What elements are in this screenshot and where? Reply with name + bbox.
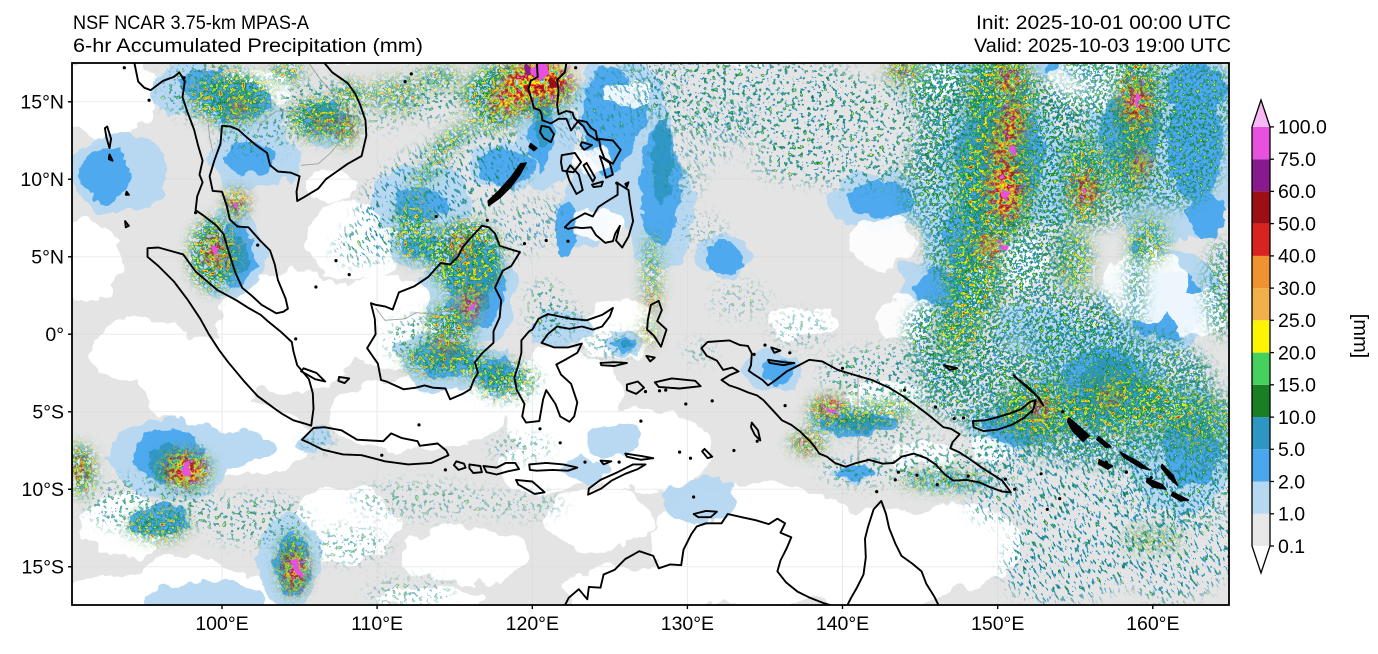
svg-text:25.0: 25.0 bbox=[1278, 310, 1316, 332]
svg-text:5.0: 5.0 bbox=[1278, 439, 1305, 461]
svg-text:160°E: 160°E bbox=[1126, 613, 1179, 635]
svg-text:2.0: 2.0 bbox=[1278, 471, 1305, 493]
svg-text:15°S: 15°S bbox=[22, 557, 65, 579]
svg-text:0°: 0° bbox=[45, 324, 64, 346]
svg-text:Valid: 2025-10-03 19:00 UTC: Valid: 2025-10-03 19:00 UTC bbox=[974, 36, 1231, 57]
svg-text:100°E: 100°E bbox=[195, 613, 248, 635]
svg-text:NSF NCAR 3.75-km MPAS-A: NSF NCAR 3.75-km MPAS-A bbox=[73, 13, 309, 34]
svg-text:10.0: 10.0 bbox=[1278, 407, 1316, 429]
svg-text:50.0: 50.0 bbox=[1278, 213, 1316, 235]
svg-text:10°N: 10°N bbox=[20, 169, 64, 191]
svg-text:130°E: 130°E bbox=[661, 613, 714, 635]
svg-text:30.0: 30.0 bbox=[1278, 278, 1316, 300]
svg-text:120°E: 120°E bbox=[506, 613, 559, 635]
svg-text:15°N: 15°N bbox=[20, 92, 64, 114]
svg-text:20.0: 20.0 bbox=[1278, 342, 1316, 364]
svg-text:6-hr Accumulated Precipitation: 6-hr Accumulated Precipitation (mm) bbox=[73, 36, 423, 57]
svg-text:60.0: 60.0 bbox=[1278, 181, 1316, 203]
svg-text:1.0: 1.0 bbox=[1278, 504, 1305, 526]
svg-text:[mm]: [mm] bbox=[1349, 314, 1371, 358]
svg-text:110°E: 110°E bbox=[351, 613, 403, 635]
svg-text:10°S: 10°S bbox=[22, 479, 65, 501]
svg-text:150°E: 150°E bbox=[971, 613, 1024, 635]
svg-text:15.0: 15.0 bbox=[1278, 375, 1316, 397]
svg-text:Init: 2025-10-01 00:00 UTC: Init: 2025-10-01 00:00 UTC bbox=[976, 13, 1231, 34]
svg-text:140°E: 140°E bbox=[816, 613, 869, 635]
svg-text:40.0: 40.0 bbox=[1278, 246, 1316, 268]
svg-text:5°N: 5°N bbox=[31, 247, 64, 269]
svg-text:0.1: 0.1 bbox=[1278, 536, 1305, 558]
svg-text:100.0: 100.0 bbox=[1278, 117, 1327, 139]
svg-text:5°S: 5°S bbox=[32, 402, 64, 424]
svg-text:75.0: 75.0 bbox=[1278, 149, 1316, 171]
